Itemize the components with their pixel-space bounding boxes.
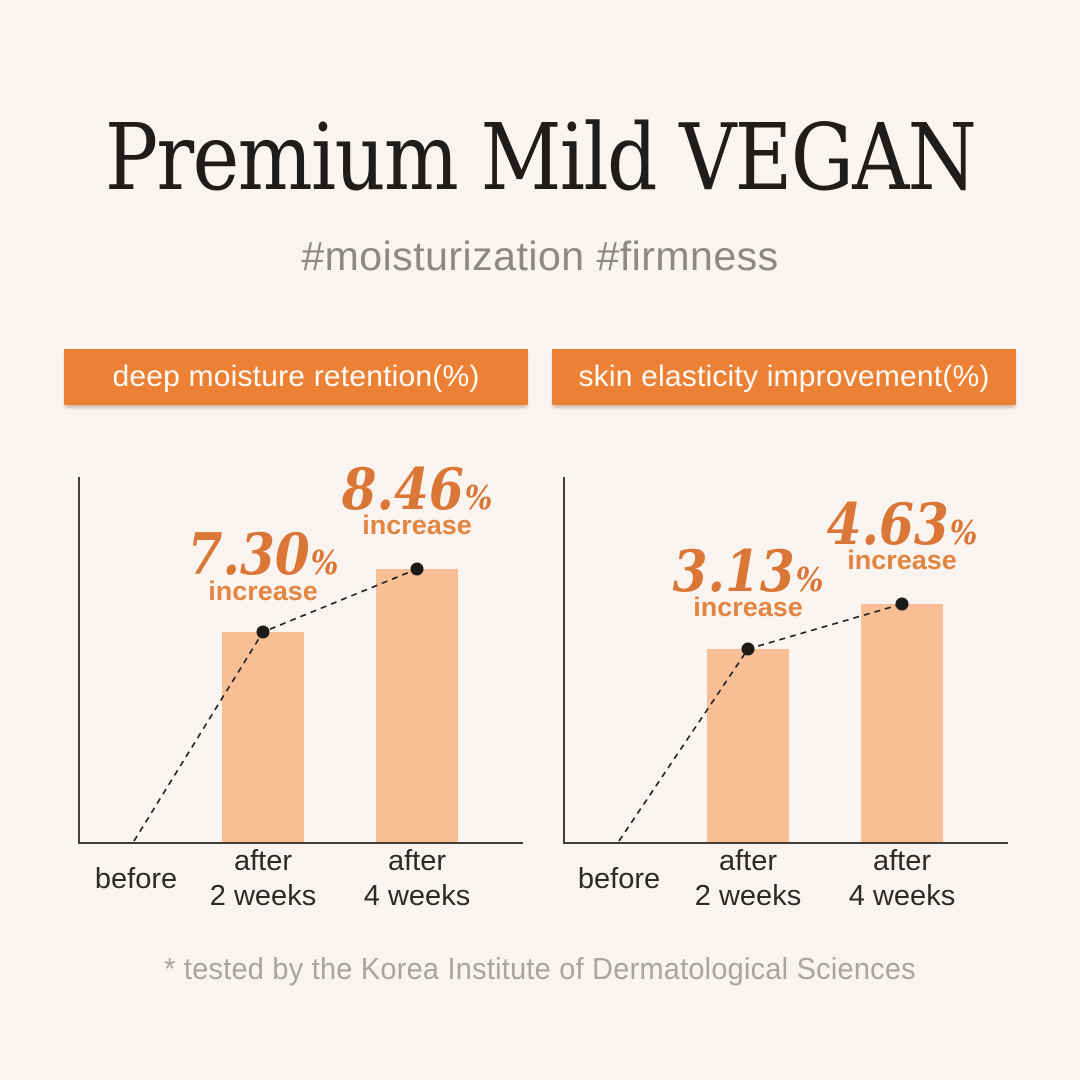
value-unit: % (310, 543, 339, 582)
value-number: 4.63 (826, 491, 949, 558)
moisture-bar-chart (78, 477, 523, 844)
footnote: * tested by the Korea Institute of Derma… (164, 951, 916, 986)
elasticity-4weeks-increase-label: increase (847, 545, 957, 575)
moisture-4weeks-value: 8.46% (342, 461, 493, 518)
moisture-4weeks-increase-label: increase (362, 510, 472, 540)
moisture-2weeks-increase-label: increase (208, 576, 318, 606)
chart-title-moisture: deep moisture retention(%) (64, 349, 528, 405)
moisture-xlabel-after-4-weeks: after 4 weeks (363, 845, 471, 912)
elasticity-bar-chart (563, 477, 1008, 844)
value-number: 3.13 (672, 538, 795, 605)
elasticity-xlabel-after-2-weeks: after 2 weeks (694, 845, 802, 912)
chart-title-elasticity: skin elasticity improvement(%) (552, 349, 1016, 405)
hashtags-subtitle: #moisturization #firmness (301, 233, 779, 279)
value-unit: % (795, 560, 824, 599)
moisture-xlabel-before: before (94, 862, 178, 895)
elasticity-2weeks-value: 3.13% (673, 543, 824, 600)
value-number: 8.46 (341, 456, 464, 523)
elasticity-2weeks-increase-label: increase (693, 592, 803, 622)
value-unit: % (464, 478, 493, 517)
elasticity-xlabel-after-4-weeks: after 4 weeks (848, 845, 956, 912)
value-number: 7.30 (187, 521, 310, 588)
elasticity-4weeks-value: 4.63% (827, 496, 978, 553)
value-unit: % (949, 513, 978, 552)
elasticity-xlabel-before: before (577, 862, 661, 895)
moisture-2weeks-value: 7.30% (188, 526, 339, 583)
page-title: Premium Mild VEGAN (104, 104, 977, 211)
moisture-xlabel-after-2-weeks: after 2 weeks (209, 845, 317, 912)
